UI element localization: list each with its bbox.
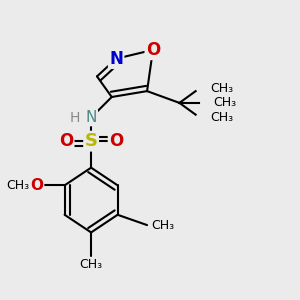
Text: O: O (109, 132, 123, 150)
Text: O: O (146, 41, 160, 59)
Text: CH₃: CH₃ (6, 179, 29, 192)
Text: CH₃: CH₃ (152, 219, 175, 232)
Text: N: N (109, 50, 123, 68)
Text: N: N (85, 110, 97, 125)
Text: S: S (85, 132, 98, 150)
Text: CH₃: CH₃ (80, 258, 103, 271)
Text: CH₃: CH₃ (210, 111, 233, 124)
Text: CH₃: CH₃ (213, 96, 236, 110)
Text: O: O (59, 132, 73, 150)
Text: CH₃: CH₃ (210, 82, 233, 95)
Text: H: H (70, 111, 80, 124)
Text: O: O (30, 178, 43, 193)
